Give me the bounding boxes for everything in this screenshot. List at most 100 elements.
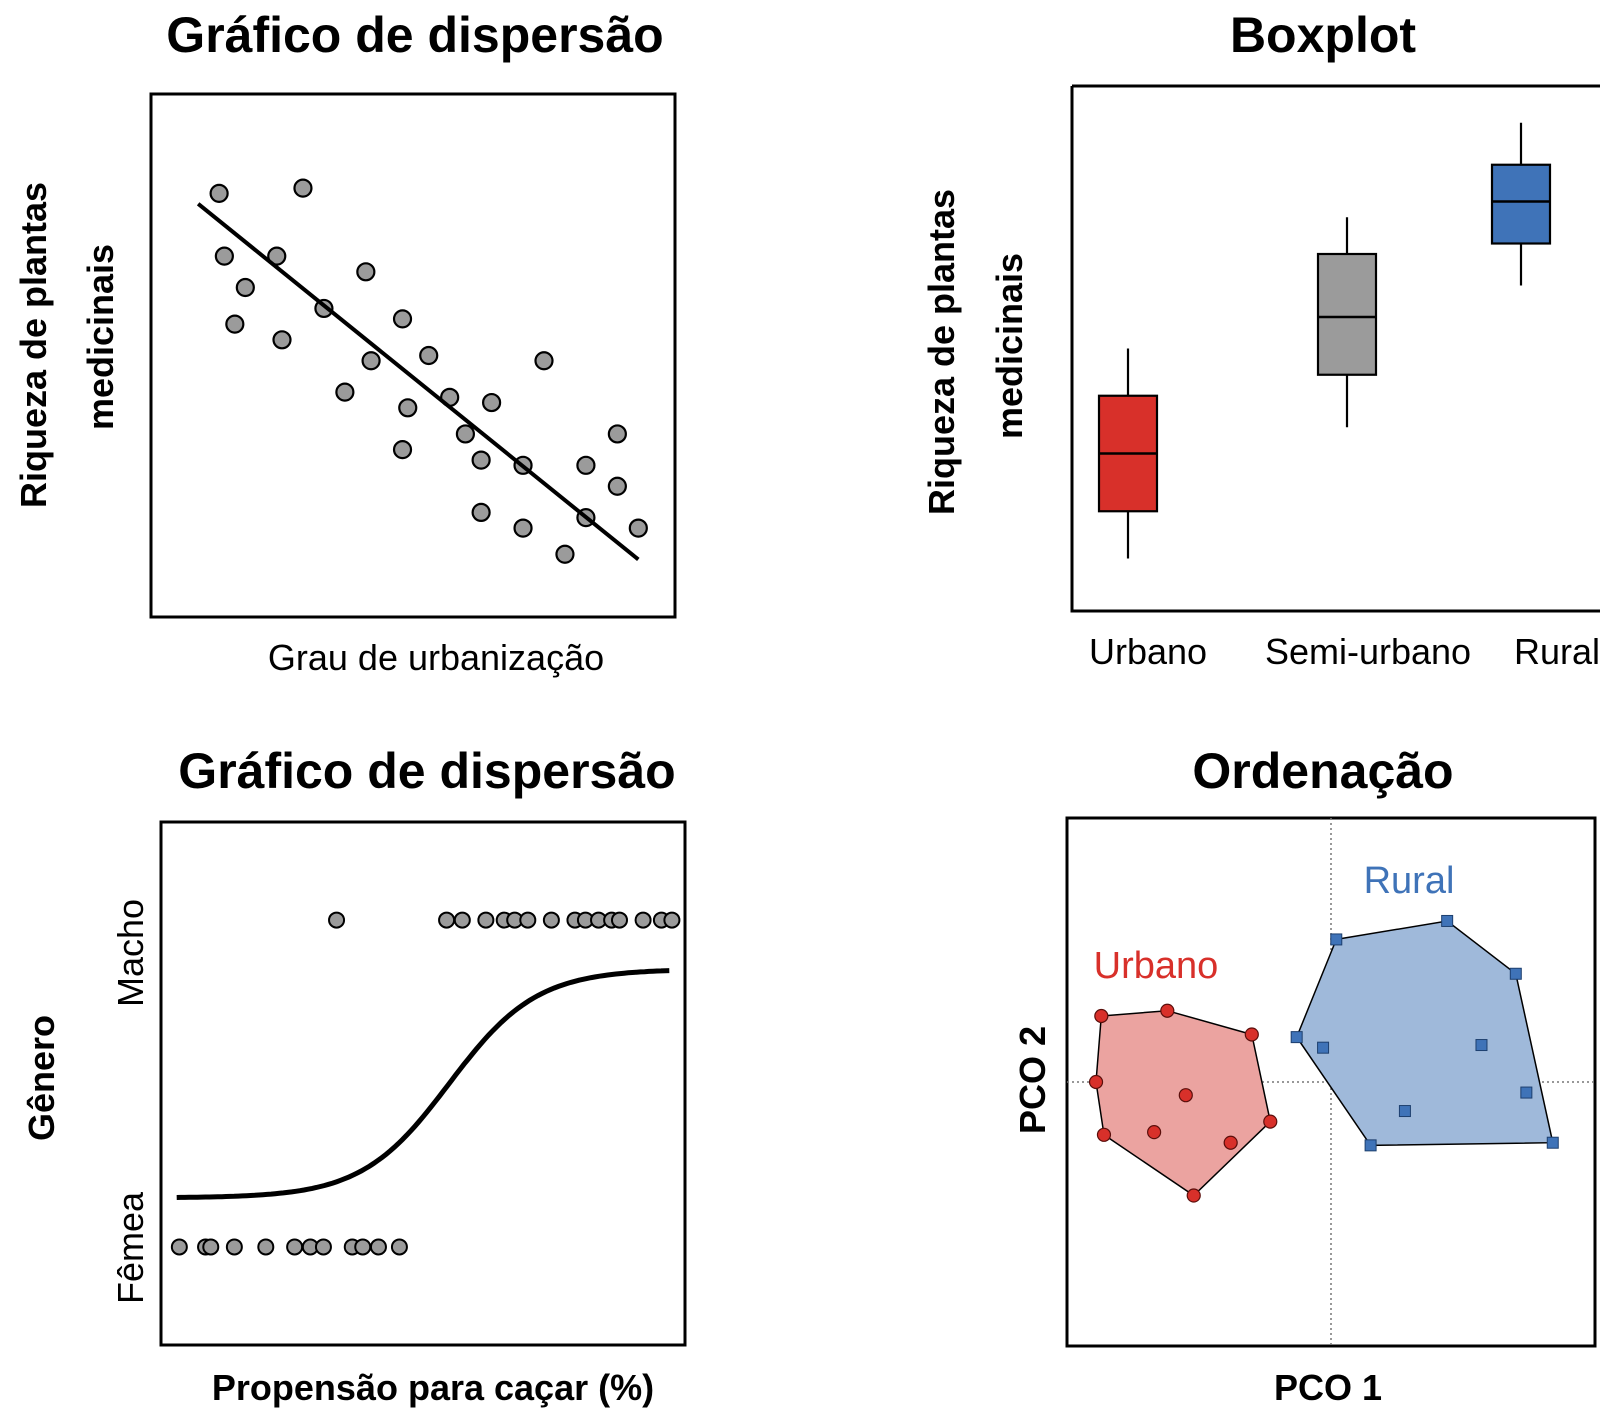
urbano-point-4 [1178, 1088, 1193, 1103]
ordination-points [1088, 914, 1559, 1203]
scatter-point-22 [607, 424, 627, 444]
female-point-9 [354, 1238, 372, 1256]
boxplot-y-label-line2: medicinais [989, 253, 1030, 439]
scatter-title: Gráfico de dispersão [166, 7, 663, 63]
urbano-point-6 [1096, 1127, 1112, 1142]
scatter-point-17 [392, 440, 413, 460]
female-point-7 [314, 1238, 332, 1256]
scatter-point-4 [235, 277, 255, 298]
male-point-2 [453, 911, 471, 929]
rural-point-6 [1398, 1105, 1411, 1118]
rural-point-2 [1509, 967, 1522, 980]
male-point-0 [328, 911, 346, 929]
scatter-point-28 [555, 544, 575, 564]
trend-line [196, 202, 640, 562]
rural-point-1 [1441, 914, 1454, 927]
scatter-point-9 [392, 309, 413, 329]
ordination-y-label: PCO 2 [1012, 1026, 1053, 1134]
female-point-2 [202, 1238, 220, 1256]
female-point-3 [225, 1238, 243, 1256]
male-point-15 [663, 911, 681, 929]
rural-point-4 [1317, 1041, 1330, 1054]
boxplot-panel: Boxplot Urbano Semi-urbano Rural Riqueza… [921, 7, 1600, 672]
logistic-x-label: Propensão para caçar (%) [212, 1367, 654, 1408]
ytick-macho: Macho [110, 899, 151, 1007]
logistic-points [170, 911, 681, 1256]
ordination-x-label: PCO 1 [1274, 1367, 1382, 1408]
urbano-point-0 [1094, 1008, 1109, 1024]
scatter-point-18 [455, 424, 475, 444]
logistic-curve [176, 968, 670, 1200]
scatter-point-6 [272, 330, 292, 350]
ordination-title: Ordenação [1192, 743, 1453, 799]
logistic-title: Gráfico de dispersão [178, 743, 675, 799]
scatter-panel-urbanization: Gráfico de dispersão Grau de urbanização… [13, 7, 677, 678]
scatter-point-24 [471, 502, 491, 523]
urbano-point-2 [1244, 1027, 1259, 1042]
scatter-point-23 [607, 476, 627, 496]
x-axis-label: Grau de urbanização [268, 637, 604, 678]
scatter-point-3 [267, 246, 287, 266]
female-point-4 [257, 1238, 275, 1256]
boxplot-title: Boxplot [1230, 7, 1416, 63]
category-label-rural: Rural [1514, 631, 1600, 672]
rural-point-9 [1546, 1136, 1559, 1149]
scatter-point-10 [419, 345, 439, 366]
male-point-12 [611, 911, 628, 929]
rural-point-3 [1290, 1031, 1303, 1044]
scatter-point-25 [513, 518, 533, 538]
group-label-urbano: Urbano [1094, 945, 1219, 987]
y-axis-label-line1: Riqueza de plantas [13, 182, 54, 508]
scatter-point-1 [293, 178, 313, 198]
scatter-point-2 [214, 246, 234, 266]
ytick-femea: Fêmea [110, 1191, 151, 1304]
group-label-rural: Rural [1364, 860, 1455, 902]
scatter-point-15 [534, 351, 554, 371]
scatter-panel-hunting: Gráfico de dispersão Propensão para caça… [21, 743, 687, 1408]
urbano-point-9 [1186, 1188, 1201, 1203]
urbano-hull [1095, 1009, 1272, 1197]
category-label-urbano: Urbano [1089, 631, 1207, 672]
urbano-point-8 [1223, 1135, 1238, 1150]
female-point-10 [369, 1238, 387, 1256]
ordination-panel: Ordenação Urbano Rural PCO 1 PCO 2 [1012, 743, 1597, 1408]
y-axis-label-line2: medicinais [80, 244, 121, 430]
scatter-points [209, 178, 648, 564]
male-point-6 [519, 911, 537, 929]
boxplot-axes [1070, 86, 1600, 613]
male-point-7 [542, 911, 560, 929]
rural-point-5 [1475, 1039, 1488, 1052]
urbano-point-5 [1263, 1114, 1278, 1129]
logistic-y-label: Gênero [21, 1015, 62, 1141]
boxplot-boxes [1097, 122, 1552, 559]
urbano-point-3 [1088, 1074, 1104, 1090]
scatter-point-21 [576, 455, 596, 475]
scatter-point-5 [225, 314, 245, 334]
scatter-point-0 [209, 183, 229, 203]
logistic-plot-frame [159, 820, 687, 1347]
female-point-11 [390, 1238, 408, 1256]
female-point-5 [286, 1238, 304, 1256]
female-point-0 [170, 1238, 188, 1256]
scatter-point-11 [361, 351, 381, 371]
scatter-point-16 [482, 392, 502, 413]
male-point-3 [477, 911, 495, 929]
scatter-point-19 [471, 450, 491, 470]
scatter-point-13 [398, 398, 418, 418]
male-point-1 [438, 911, 456, 929]
rural-hull [1295, 920, 1554, 1147]
scatter-point-26 [628, 518, 648, 538]
urbano-point-1 [1160, 1003, 1175, 1018]
scatter-point-7 [356, 262, 376, 282]
male-point-13 [634, 911, 652, 929]
boxplot-y-label-line1: Riqueza de plantas [921, 189, 962, 515]
box-semi-urbano [1316, 252, 1378, 376]
rural-point-7 [1520, 1086, 1533, 1099]
rural-point-8 [1364, 1139, 1377, 1152]
scatter-plot-frame [149, 92, 677, 619]
category-label-semi-urbano: Semi-urbano [1265, 631, 1471, 672]
scatter-point-12 [335, 382, 355, 402]
box-rural [1490, 163, 1552, 245]
rural-point-0 [1330, 933, 1343, 946]
